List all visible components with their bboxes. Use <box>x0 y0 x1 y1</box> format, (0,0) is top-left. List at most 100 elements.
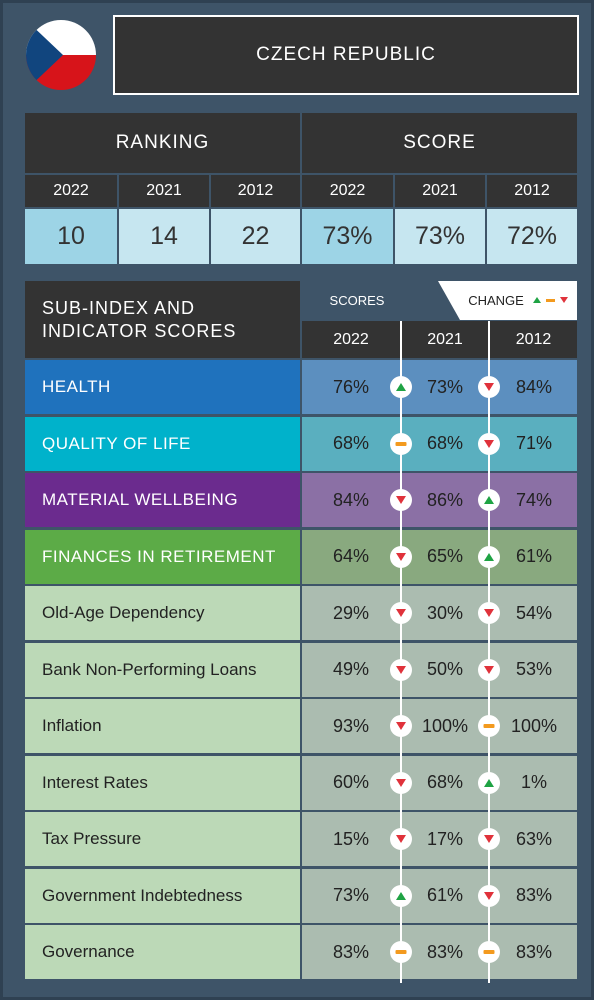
row-label: QUALITY OF LIFE <box>25 416 300 471</box>
row-value: 61% <box>426 885 464 905</box>
row-value: 65% <box>426 546 464 566</box>
summary-year: 2021 <box>119 175 209 207</box>
row-value: 100% <box>510 715 558 736</box>
row-value: 15% <box>332 828 370 849</box>
change-icon <box>389 771 413 795</box>
row-value: 84% <box>332 489 370 510</box>
row-value: 17% <box>426 828 464 849</box>
row-label: Old-Age Dependency <box>25 586 300 640</box>
row-label: MATERIAL WELLBEING <box>25 473 300 527</box>
score-header: SCORE <box>302 113 577 173</box>
row-value: 49% <box>332 659 370 679</box>
row-label: Bank Non-Performing Loans <box>25 642 300 697</box>
summary-value: 73% <box>395 209 485 264</box>
change-icon <box>477 601 501 625</box>
row-value: 30% <box>426 602 464 623</box>
summary-year: 2012 <box>211 175 300 207</box>
summary-value: 10 <box>25 209 117 264</box>
table-year: 2012 <box>490 321 577 358</box>
row-values-bg <box>302 642 577 697</box>
page-title: CZECH REPUBLIC <box>113 15 579 95</box>
change-legend <box>533 297 568 303</box>
row-value: 83% <box>332 941 370 962</box>
change-icon <box>389 432 413 456</box>
summary-year: 2012 <box>487 175 577 207</box>
row-value: 76% <box>332 376 370 397</box>
scores-tab <box>302 281 460 320</box>
summary-value: 14 <box>119 209 209 264</box>
change-icon <box>477 884 501 908</box>
summary-year: 2021 <box>395 175 485 207</box>
row-label: HEALTH <box>25 360 300 414</box>
row-value: 50% <box>426 659 464 679</box>
row-values-bg <box>302 586 577 640</box>
column-divider <box>488 321 490 983</box>
change-icon <box>477 714 501 738</box>
flag <box>26 20 96 90</box>
row-value: 53% <box>515 659 553 679</box>
row-label: Government Indebtedness <box>25 868 300 923</box>
row-values-bg <box>302 473 577 527</box>
row-value: 64% <box>332 546 370 566</box>
row-label: Governance <box>25 925 300 979</box>
row-value: 68% <box>332 433 370 453</box>
table-year: 2022 <box>302 321 400 358</box>
change-icon <box>389 601 413 625</box>
row-values-bg <box>302 925 577 979</box>
change-icon <box>389 940 413 964</box>
summary-value: 72% <box>487 209 577 264</box>
row-values-bg <box>302 868 577 923</box>
summary-year: 2022 <box>25 175 117 207</box>
row-label: Tax Pressure <box>25 812 300 866</box>
ranking-header: RANKING <box>25 113 300 173</box>
row-value: 84% <box>515 376 553 397</box>
change-icon <box>389 488 413 512</box>
row-value: 68% <box>426 772 464 792</box>
change-icon <box>477 375 501 399</box>
row-value: 71% <box>515 433 553 453</box>
row-values-bg <box>302 755 577 810</box>
row-label: Inflation <box>25 699 300 753</box>
row-value: 54% <box>515 602 553 623</box>
row-value: 61% <box>515 546 553 566</box>
change-icon <box>477 488 501 512</box>
row-values-bg <box>302 812 577 866</box>
row-value: 83% <box>515 885 553 905</box>
change-icon <box>477 827 501 851</box>
summary-value: 73% <box>302 209 393 264</box>
row-values-bg <box>302 360 577 414</box>
change-icon <box>477 771 501 795</box>
change-icon <box>389 714 413 738</box>
change-icon <box>477 545 501 569</box>
row-value: 100% <box>421 715 469 736</box>
row-values-bg <box>302 529 577 584</box>
row-value: 73% <box>426 376 464 397</box>
row-value: 68% <box>426 433 464 453</box>
row-values-bg <box>302 416 577 471</box>
change-icon <box>389 827 413 851</box>
change-icon <box>477 658 501 682</box>
change-icon <box>389 375 413 399</box>
change-icon <box>477 432 501 456</box>
change-label: CHANGE <box>468 293 524 308</box>
row-label: Interest Rates <box>25 755 300 810</box>
row-value: 63% <box>515 828 553 849</box>
row-value: 86% <box>426 489 464 510</box>
row-value: 93% <box>332 715 370 736</box>
change-icon <box>389 884 413 908</box>
column-divider <box>400 321 402 983</box>
table-title: SUB-INDEX AND INDICATOR SCORES <box>25 281 300 358</box>
row-label: FINANCES IN RETIREMENT <box>25 529 300 584</box>
summary-year: 2022 <box>302 175 393 207</box>
row-value: 60% <box>332 772 370 792</box>
change-icon <box>389 545 413 569</box>
row-value: 74% <box>515 489 553 510</box>
row-value: 1% <box>520 772 547 792</box>
row-value: 83% <box>426 941 464 962</box>
change-icon <box>477 940 501 964</box>
row-value: 73% <box>332 885 370 905</box>
change-icon <box>389 658 413 682</box>
row-value: 29% <box>332 602 370 623</box>
row-value: 83% <box>515 941 553 962</box>
